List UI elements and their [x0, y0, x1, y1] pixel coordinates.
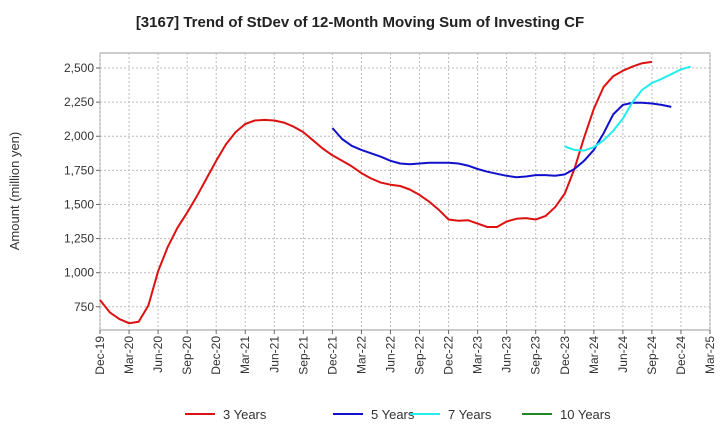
x-tick-label: Jun-20 — [151, 336, 165, 373]
x-tick-label: Mar-23 — [471, 336, 485, 374]
x-tick-label: Jun-23 — [500, 336, 514, 373]
series-line-5-years — [331, 101, 672, 179]
legend-item: 3 Years — [185, 407, 267, 422]
y-gridlines — [100, 67, 710, 308]
series-line-3-years — [99, 60, 653, 325]
x-tick-label: Mar-22 — [354, 336, 368, 374]
y-tick-label: 750 — [74, 300, 94, 314]
x-tick-label: Mar-24 — [587, 336, 601, 374]
legend-label: 5 Years — [371, 407, 415, 422]
x-tick-label: Mar-20 — [122, 336, 136, 374]
x-tick-label: Dec-21 — [325, 336, 339, 375]
y-axis-ticks: 750 1,000 1,250 1,500 1,750 2,000 2,250 2,500 — [64, 61, 100, 314]
x-tick-label: Sep-22 — [413, 336, 427, 375]
x-tick-label: Sep-24 — [645, 336, 659, 375]
legend-label: 3 Years — [223, 407, 267, 422]
y-axis-title: Amount (million yen) — [7, 132, 22, 251]
x-tick-label: Dec-23 — [558, 336, 572, 375]
x-tick-label: Jun-22 — [383, 336, 397, 373]
x-tick-label: Dec-20 — [209, 336, 223, 375]
legend-item: 5 Years — [333, 407, 415, 422]
y-tick-label: 1,000 — [64, 266, 94, 280]
series-lines — [99, 60, 691, 325]
plot-area — [99, 52, 711, 331]
y-tick-label: 2,250 — [64, 95, 94, 109]
x-tick-label: Jun-24 — [616, 336, 630, 373]
x-tick-label: Sep-21 — [296, 336, 310, 375]
y-tick-label: 1,250 — [64, 232, 94, 246]
y-tick-label: 1,500 — [64, 197, 94, 211]
x-tick-label: Dec-19 — [93, 336, 107, 375]
x-tick-label: Mar-25 — [703, 336, 717, 374]
legend-label: 10 Years — [560, 407, 611, 422]
x-tick-label: Sep-23 — [529, 336, 543, 375]
legend-label: 7 Years — [448, 407, 492, 422]
series-line-7-years — [564, 65, 691, 152]
chart-title: [3167] Trend of StDev of 12-Month Moving… — [135, 14, 585, 31]
legend-item: 10 Years — [522, 407, 611, 422]
legend-item: 7 Years — [410, 407, 492, 422]
y-tick-label: 2,500 — [64, 61, 94, 75]
y-tick-label: 2,000 — [64, 129, 94, 143]
x-tick-label: Dec-22 — [442, 336, 456, 375]
y-tick-label: 1,750 — [64, 163, 94, 177]
legend: 3 Years 5 Years 7 Years 10 Years — [185, 407, 611, 422]
x-tick-label: Sep-20 — [180, 336, 194, 375]
x-tick-label: Dec-24 — [674, 336, 688, 375]
x-axis-ticks: Dec-19 Mar-20 Jun-20 Sep-20 Dec-20 Mar-21 Jun-… — [93, 330, 717, 375]
x-tick-label: Mar-21 — [238, 336, 252, 374]
x-tick-label: Jun-21 — [267, 336, 281, 373]
